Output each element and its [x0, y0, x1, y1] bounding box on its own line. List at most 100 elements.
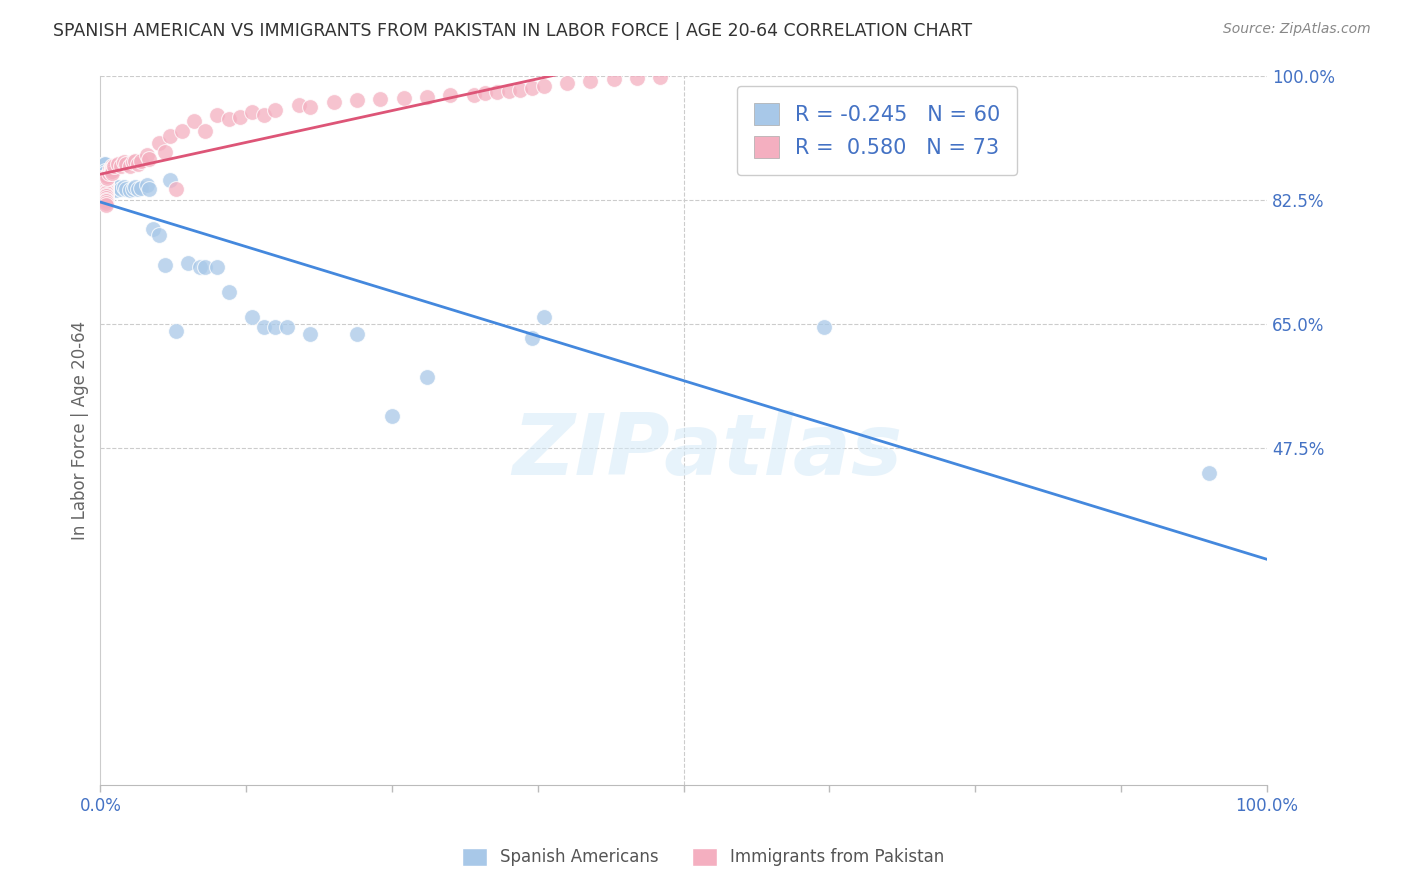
Point	[264, 103, 287, 117]
Point	[115, 182, 138, 196]
Point	[96, 183, 118, 197]
Point	[96, 171, 118, 186]
Point	[100, 182, 122, 196]
Point	[153, 258, 176, 272]
Point	[96, 173, 118, 187]
Text: ZIPatlas: ZIPatlas	[512, 410, 903, 493]
Point	[112, 179, 135, 194]
Point	[127, 182, 149, 196]
Point	[101, 159, 124, 173]
Point	[96, 196, 118, 211]
Point	[240, 105, 263, 120]
Point	[96, 178, 118, 193]
Point	[96, 183, 118, 197]
Point	[110, 159, 132, 173]
Point	[127, 157, 149, 171]
Point	[96, 171, 118, 186]
Point	[218, 285, 240, 299]
Text: SPANISH AMERICAN VS IMMIGRANTS FROM PAKISTAN IN LABOR FORCE | AGE 20-64 CORRELAT: SPANISH AMERICAN VS IMMIGRANTS FROM PAKI…	[53, 22, 973, 40]
Point	[107, 157, 129, 171]
Point	[96, 194, 118, 209]
Point	[188, 260, 211, 274]
Point	[142, 222, 165, 236]
Point	[98, 180, 121, 194]
Point	[122, 182, 145, 196]
Point	[96, 169, 118, 184]
Point	[96, 179, 118, 194]
Point	[96, 175, 118, 189]
Point	[94, 166, 117, 180]
Point	[183, 114, 205, 128]
Point	[107, 179, 129, 194]
Point	[96, 179, 118, 194]
Point	[416, 370, 439, 384]
Text: Source: ZipAtlas.com: Source: ZipAtlas.com	[1223, 22, 1371, 37]
Point	[138, 182, 160, 196]
Point	[96, 182, 118, 196]
Point	[416, 90, 439, 104]
Point	[509, 83, 531, 97]
Point	[118, 159, 141, 173]
Point	[96, 186, 118, 201]
Point	[129, 180, 152, 194]
Point	[100, 164, 122, 178]
Point	[96, 185, 118, 199]
Point	[96, 180, 118, 194]
Point	[533, 310, 555, 324]
Point	[93, 169, 115, 184]
Point	[485, 85, 508, 99]
Point	[93, 157, 115, 171]
Point	[205, 260, 228, 274]
Point	[218, 112, 240, 127]
Point	[148, 136, 170, 150]
Point	[96, 178, 118, 193]
Point	[148, 228, 170, 243]
Point	[96, 190, 118, 204]
Point	[96, 182, 118, 196]
Point	[101, 164, 124, 178]
Point	[170, 124, 193, 138]
Point	[96, 197, 118, 211]
Legend: R = -0.245   N = 60, R =  0.580   N = 73: R = -0.245 N = 60, R = 0.580 N = 73	[737, 86, 1018, 175]
Point	[98, 162, 121, 177]
Point	[118, 183, 141, 197]
Point	[253, 320, 276, 334]
Point	[520, 81, 543, 95]
Point	[253, 107, 276, 121]
Point	[96, 175, 118, 189]
Point	[194, 124, 217, 138]
Point	[322, 95, 344, 110]
Point	[96, 186, 118, 201]
Point	[96, 177, 118, 191]
Point	[110, 182, 132, 196]
Legend: Spanish Americans, Immigrants from Pakistan: Spanish Americans, Immigrants from Pakis…	[456, 841, 950, 873]
Point	[463, 87, 485, 102]
Point	[124, 179, 146, 194]
Point	[368, 92, 391, 106]
Point	[165, 182, 187, 196]
Point	[299, 327, 322, 342]
Point	[97, 182, 120, 196]
Point	[96, 182, 118, 196]
Point	[229, 110, 252, 124]
Point	[520, 331, 543, 345]
Point	[159, 173, 181, 187]
Point	[94, 157, 117, 171]
Point	[115, 157, 138, 171]
Point	[101, 183, 124, 197]
Point	[205, 107, 228, 121]
Y-axis label: In Labor Force | Age 20-64: In Labor Force | Age 20-64	[72, 320, 89, 540]
Point	[129, 153, 152, 168]
Point	[392, 91, 415, 105]
Point	[101, 161, 124, 175]
Point	[96, 193, 118, 207]
Point	[104, 183, 127, 197]
Point	[136, 148, 159, 162]
Point	[579, 74, 602, 88]
Point	[138, 152, 160, 166]
Point	[177, 256, 200, 270]
Point	[439, 88, 461, 103]
Point	[96, 186, 118, 200]
Point	[159, 128, 181, 143]
Point	[498, 84, 520, 98]
